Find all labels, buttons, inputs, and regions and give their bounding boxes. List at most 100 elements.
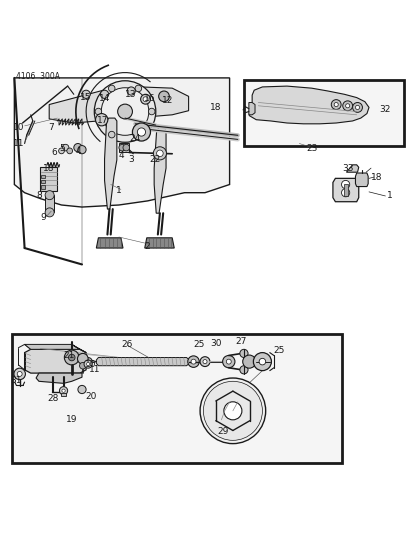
Text: 8: 8	[36, 191, 42, 200]
Polygon shape	[14, 78, 229, 207]
Circle shape	[330, 100, 340, 109]
Text: 23: 23	[306, 144, 317, 153]
Bar	[41, 175, 45, 178]
Circle shape	[352, 102, 362, 112]
Circle shape	[135, 131, 142, 138]
Polygon shape	[96, 238, 123, 248]
Circle shape	[95, 108, 101, 115]
Bar	[61, 393, 66, 397]
Circle shape	[45, 208, 54, 217]
Circle shape	[17, 372, 22, 376]
Text: 7: 7	[48, 123, 54, 132]
Bar	[12, 334, 342, 463]
Text: 28: 28	[47, 394, 59, 403]
Circle shape	[223, 402, 241, 420]
Text: 18: 18	[209, 103, 220, 112]
Circle shape	[158, 91, 169, 102]
Text: 18: 18	[43, 164, 54, 173]
Text: 10: 10	[85, 360, 97, 369]
Text: 25: 25	[193, 340, 204, 349]
Circle shape	[82, 90, 90, 99]
Text: 17: 17	[97, 116, 108, 125]
Circle shape	[341, 180, 349, 189]
Circle shape	[78, 385, 86, 393]
Text: 16: 16	[144, 94, 155, 103]
Circle shape	[108, 85, 115, 92]
Circle shape	[140, 94, 150, 104]
Text: 21: 21	[63, 351, 74, 360]
Polygon shape	[49, 86, 188, 123]
Text: 12: 12	[162, 96, 173, 105]
Polygon shape	[96, 358, 189, 366]
Text: 4: 4	[75, 147, 81, 156]
Text: 11: 11	[89, 365, 101, 374]
Text: 11: 11	[13, 139, 24, 148]
Circle shape	[59, 386, 67, 395]
Polygon shape	[249, 86, 368, 124]
Text: 24: 24	[129, 134, 141, 143]
Bar	[45, 195, 54, 212]
Text: 10: 10	[13, 123, 24, 132]
Circle shape	[67, 148, 72, 154]
Circle shape	[58, 148, 64, 154]
Circle shape	[74, 143, 82, 152]
Circle shape	[153, 147, 166, 160]
Polygon shape	[25, 349, 86, 373]
Text: 1: 1	[387, 191, 392, 200]
Circle shape	[258, 358, 265, 365]
Text: 20: 20	[85, 392, 97, 401]
Text: 1: 1	[116, 186, 121, 195]
Circle shape	[108, 131, 115, 138]
Circle shape	[253, 353, 271, 370]
Text: 33: 33	[342, 164, 353, 173]
Circle shape	[101, 88, 148, 135]
Polygon shape	[248, 102, 254, 115]
Circle shape	[156, 150, 163, 157]
Circle shape	[84, 360, 92, 368]
Polygon shape	[119, 143, 129, 152]
Text: 5: 5	[59, 144, 65, 153]
Text: 4: 4	[118, 151, 124, 160]
Bar	[243, 80, 403, 146]
Circle shape	[148, 108, 155, 115]
Circle shape	[68, 354, 75, 361]
Circle shape	[127, 87, 135, 95]
Polygon shape	[36, 373, 82, 383]
Polygon shape	[346, 165, 358, 172]
Bar	[41, 185, 45, 189]
Circle shape	[345, 104, 349, 108]
Circle shape	[117, 104, 132, 119]
Circle shape	[77, 353, 88, 364]
Circle shape	[239, 349, 247, 358]
Circle shape	[64, 350, 79, 365]
Circle shape	[200, 378, 265, 443]
Polygon shape	[355, 173, 367, 187]
Circle shape	[222, 356, 234, 368]
Circle shape	[341, 189, 349, 197]
Circle shape	[132, 123, 150, 141]
Circle shape	[62, 389, 65, 392]
Text: 14: 14	[99, 94, 110, 103]
Text: 13: 13	[125, 90, 137, 99]
Circle shape	[342, 101, 352, 111]
Circle shape	[226, 359, 231, 364]
Circle shape	[119, 144, 125, 151]
Circle shape	[14, 368, 25, 379]
Text: 18: 18	[370, 173, 381, 182]
Circle shape	[202, 360, 207, 364]
Text: 32: 32	[379, 106, 390, 115]
Text: 22: 22	[149, 155, 160, 164]
Circle shape	[45, 191, 54, 200]
Polygon shape	[25, 344, 80, 349]
Circle shape	[94, 81, 155, 142]
Circle shape	[200, 357, 209, 367]
Circle shape	[100, 90, 108, 99]
Text: 6: 6	[51, 148, 57, 157]
Bar	[41, 180, 45, 183]
Text: 27: 27	[235, 337, 246, 345]
Text: 31: 31	[10, 376, 21, 385]
Bar	[343, 184, 347, 196]
Text: 30: 30	[210, 338, 222, 348]
Polygon shape	[104, 118, 117, 209]
Circle shape	[143, 97, 148, 102]
